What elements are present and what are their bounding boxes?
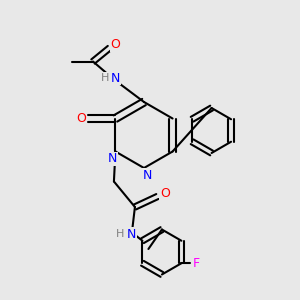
Text: F: F <box>193 257 200 270</box>
Text: N: N <box>111 71 120 85</box>
Text: N: N <box>108 152 117 166</box>
Text: N: N <box>142 169 152 182</box>
Text: O: O <box>160 187 170 200</box>
Text: O: O <box>111 38 120 52</box>
Text: O: O <box>76 112 86 125</box>
Text: N: N <box>127 227 136 241</box>
Text: H: H <box>116 229 124 239</box>
Text: H: H <box>101 73 110 83</box>
